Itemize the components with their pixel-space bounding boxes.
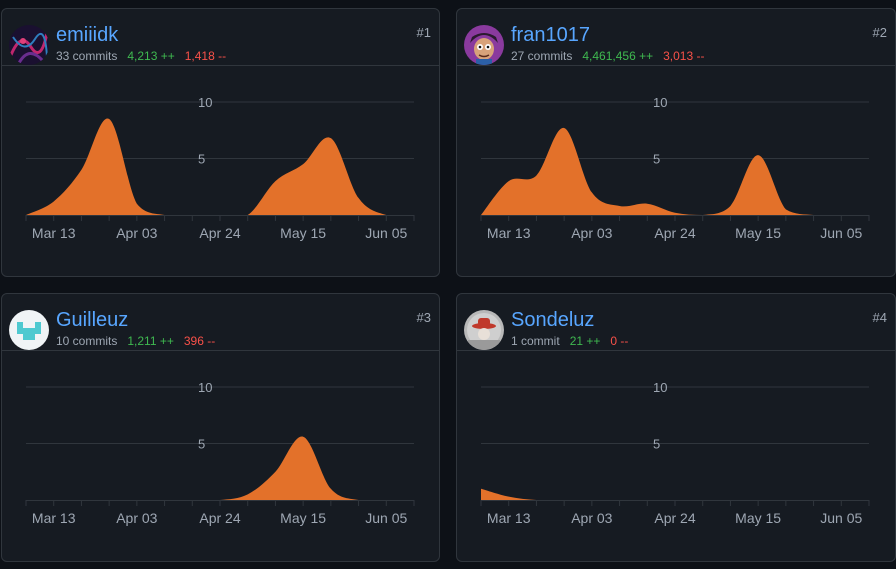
contribution-area-chart: 5 10 Mar 13 Apr 03 Apr 24 May 15 Jun 05 bbox=[25, 380, 415, 526]
cartoon-character-avatar-icon[interactable] bbox=[464, 25, 504, 65]
commit-count-link[interactable]: 27 commits bbox=[511, 49, 573, 63]
contributor-username[interactable]: Guilleuz bbox=[56, 309, 129, 331]
contributions-area-series bbox=[26, 118, 414, 215]
x-tick-label: Jun 05 bbox=[820, 510, 862, 526]
contributions-area-series bbox=[481, 127, 869, 215]
contributor-username[interactable]: fran1017 bbox=[511, 24, 590, 46]
contributor-stats: 1 commit 21 ++ 0 -- bbox=[511, 334, 628, 349]
commit-count-link[interactable]: 1 commit bbox=[511, 334, 560, 348]
additions-count: 1,211 ++ bbox=[127, 334, 174, 348]
contribution-area-chart: 5 10 Mar 13 Apr 03 Apr 24 May 15 Jun 05 bbox=[480, 95, 870, 241]
y-tick-label: 10 bbox=[653, 380, 667, 395]
contributor-rank: #2 bbox=[872, 25, 887, 40]
x-tick-label: Mar 13 bbox=[32, 510, 76, 526]
abstract-dark-avatar-icon[interactable] bbox=[9, 25, 49, 65]
x-tick-label: Jun 05 bbox=[365, 510, 407, 526]
commit-count-link[interactable]: 10 commits bbox=[56, 334, 118, 348]
contributor-card-3: Guilleuz 10 commits 1,211 ++ 396 -- #3 5 10… bbox=[1, 293, 440, 562]
x-tick-label: Apr 24 bbox=[199, 225, 240, 241]
y-tick-label: 5 bbox=[198, 152, 205, 167]
contribution-area-chart: 5 10 Mar 13 Apr 03 Apr 24 May 15 Jun 05 bbox=[480, 380, 870, 526]
card-header: Sondeluz 1 commit 21 ++ 0 -- #4 bbox=[457, 294, 895, 351]
contributor-stats: 10 commits 1,211 ++ 396 -- bbox=[56, 334, 215, 349]
y-tick-label: 10 bbox=[198, 380, 212, 395]
additions-count: 4,213 ++ bbox=[127, 49, 175, 63]
deletions-count: 0 -- bbox=[610, 334, 629, 348]
contributor-username[interactable]: Sondeluz bbox=[511, 309, 595, 331]
additions-count: 21 ++ bbox=[569, 334, 601, 348]
additions-count: 4,461,456 ++ bbox=[582, 49, 654, 63]
y-tick-label: 5 bbox=[198, 437, 205, 452]
y-tick-label: 10 bbox=[653, 95, 667, 110]
x-tick-label: May 15 bbox=[280, 225, 326, 241]
card-header: emiiidk 33 commits 4,213 ++ 1,418 -- #1 bbox=[2, 9, 439, 66]
x-tick-label: Apr 03 bbox=[571, 510, 612, 526]
y-tick-label: 5 bbox=[653, 437, 660, 452]
deletions-count: 1,418 -- bbox=[184, 49, 227, 63]
contributor-stats: 27 commits 4,461,456 ++ 3,013 -- bbox=[511, 49, 704, 64]
x-tick-label: May 15 bbox=[735, 510, 781, 526]
contributor-rank: #3 bbox=[416, 310, 431, 325]
x-tick-label: Jun 05 bbox=[820, 225, 862, 241]
x-tick-label: Apr 03 bbox=[571, 225, 612, 241]
x-tick-label: Apr 24 bbox=[654, 225, 695, 241]
x-tick-label: Mar 13 bbox=[32, 225, 76, 241]
x-tick-label: Apr 24 bbox=[654, 510, 695, 526]
commit-count-link[interactable]: 33 commits bbox=[56, 49, 118, 63]
card-header: fran1017 27 commits 4,461,456 ++ 3,013 -- … bbox=[457, 9, 895, 66]
contributor-card-4: Sondeluz 1 commit 21 ++ 0 -- #4 5 10 Mar 13 A… bbox=[456, 293, 896, 562]
x-tick-label: Jun 05 bbox=[365, 225, 407, 241]
x-tick-label: May 15 bbox=[735, 225, 781, 241]
grey-cowboy-avatar-icon[interactable] bbox=[464, 310, 504, 350]
deletions-count: 3,013 -- bbox=[663, 49, 705, 63]
y-tick-label: 5 bbox=[653, 152, 660, 167]
contribution-area-chart: 5 10 Mar 13 Apr 03 Apr 24 May 15 Jun 05 bbox=[25, 95, 415, 241]
x-tick-label: May 15 bbox=[280, 510, 326, 526]
x-tick-label: Apr 03 bbox=[116, 510, 157, 526]
x-tick-label: Apr 03 bbox=[116, 225, 157, 241]
contributor-stats: 33 commits 4,213 ++ 1,418 -- bbox=[56, 49, 226, 64]
pixel-identicon-avatar-icon[interactable] bbox=[9, 310, 49, 350]
card-header: Guilleuz 10 commits 1,211 ++ 396 -- #3 bbox=[2, 294, 439, 351]
contributions-area-series bbox=[26, 436, 414, 500]
contributor-rank: #1 bbox=[416, 25, 431, 40]
contributor-card-2: fran1017 27 commits 4,461,456 ++ 3,013 -- … bbox=[456, 8, 896, 277]
x-tick-label: Mar 13 bbox=[487, 510, 531, 526]
contributor-card-1: emiiidk 33 commits 4,213 ++ 1,418 -- #1 5 1… bbox=[1, 8, 440, 277]
contributions-area-series bbox=[481, 488, 869, 500]
x-tick-label: Apr 24 bbox=[199, 510, 240, 526]
contributor-username[interactable]: emiiidk bbox=[56, 24, 119, 46]
deletions-count: 396 -- bbox=[183, 334, 216, 348]
contributor-rank: #4 bbox=[872, 310, 887, 325]
x-tick-label: Mar 13 bbox=[487, 225, 531, 241]
y-tick-label: 10 bbox=[198, 95, 212, 110]
